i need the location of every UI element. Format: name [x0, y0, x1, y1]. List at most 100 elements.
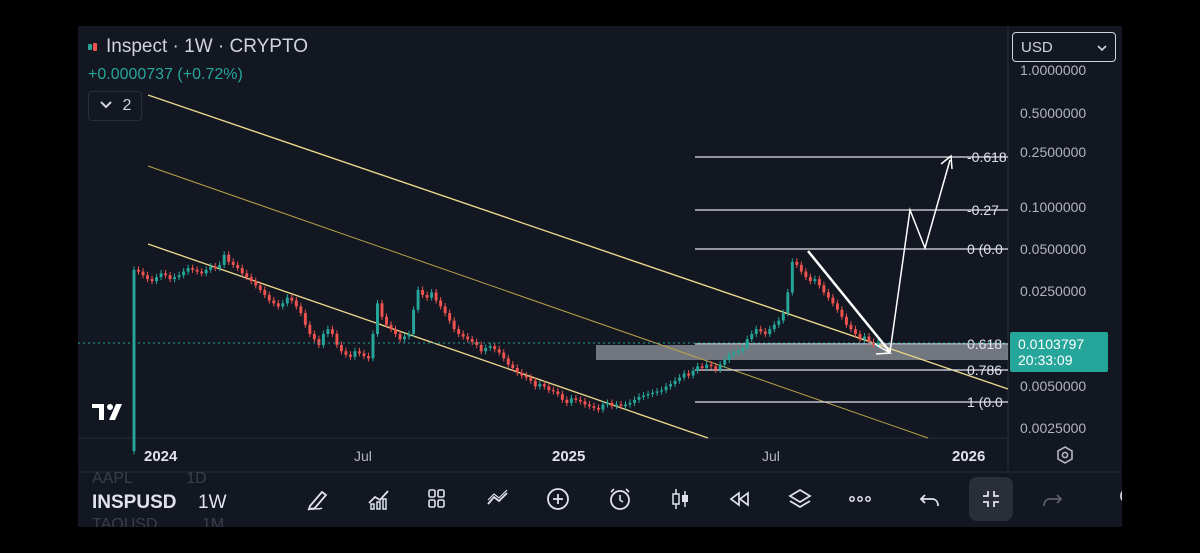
candle	[664, 386, 668, 391]
candle	[376, 303, 379, 334]
candle	[470, 339, 474, 342]
alert-button[interactable]	[598, 477, 642, 521]
currency-select[interactable]: USD	[1012, 32, 1116, 62]
candle	[371, 333, 375, 359]
price-tick: 0.0025000	[1020, 420, 1086, 436]
candle	[605, 402, 609, 405]
price-tick: 0.0050000	[1020, 378, 1086, 394]
candle	[533, 380, 537, 387]
candle	[808, 277, 812, 282]
redo-icon	[1043, 494, 1063, 507]
candle	[592, 406, 596, 408]
candle	[439, 300, 443, 307]
candle	[817, 279, 821, 286]
candle	[430, 292, 434, 298]
candle	[479, 344, 483, 352]
candle	[452, 320, 456, 330]
candle	[272, 300, 276, 304]
drawing-tools-button[interactable]	[296, 477, 340, 521]
candle	[858, 333, 862, 340]
arrow-head-icon	[874, 343, 893, 355]
candle	[294, 300, 298, 307]
candle	[357, 351, 361, 354]
projection-path[interactable]	[889, 159, 951, 353]
candle	[443, 306, 447, 314]
fib-label: 0.618	[967, 336, 1002, 352]
candle	[799, 264, 803, 272]
candle	[222, 254, 226, 265]
candle	[339, 344, 343, 352]
candle	[642, 395, 645, 397]
candle	[461, 333, 465, 337]
candle	[578, 399, 582, 402]
candle	[380, 303, 384, 317]
more-button[interactable]	[838, 477, 882, 521]
undo-button[interactable]	[908, 477, 952, 521]
symbol-name[interactable]: INSPUSD	[92, 492, 177, 513]
candle	[511, 364, 515, 369]
add-button[interactable]	[536, 477, 580, 521]
objects-tree-button[interactable]	[778, 477, 822, 521]
candle	[795, 261, 799, 265]
fullscreen-exit-button[interactable]	[969, 477, 1013, 521]
arrow-head-icon	[940, 154, 953, 170]
candle	[335, 333, 339, 345]
collapse-indicators-button[interactable]: 2	[88, 91, 142, 121]
symbol-title[interactable]: Inspect · 1W · CRYPTO	[88, 36, 308, 58]
candle	[348, 354, 352, 357]
chevron-down-icon	[99, 97, 113, 115]
currency-value: USD	[1021, 38, 1053, 56]
candle	[849, 324, 853, 330]
candle	[714, 366, 718, 370]
candle	[736, 351, 740, 353]
candle	[786, 292, 790, 314]
layout-button[interactable]	[416, 477, 460, 521]
candle	[493, 346, 497, 350]
candle	[651, 392, 655, 395]
grid-icon	[428, 489, 445, 508]
candle	[137, 269, 140, 272]
candle	[267, 294, 271, 301]
redo-button[interactable]	[1030, 477, 1074, 521]
fib-label: 0 (0.0	[967, 241, 1003, 257]
candle	[759, 329, 763, 332]
candle	[718, 364, 722, 370]
compare-icon	[487, 489, 508, 505]
candle	[367, 356, 370, 359]
chart-settings-icon[interactable]	[1057, 446, 1073, 464]
trendline-drawing[interactable]	[807, 250, 891, 353]
candle	[732, 352, 736, 355]
indicators-button[interactable]	[357, 477, 401, 521]
candle	[421, 290, 425, 295]
price-chart[interactable]: -0.618 -0.27 0 (0.0 0.618 0.786 1 (0.0 1…	[78, 26, 1122, 527]
more-icon	[849, 496, 871, 502]
candle	[628, 402, 632, 405]
candle	[633, 399, 636, 403]
candle	[416, 290, 420, 310]
candle	[551, 390, 555, 392]
time-label: 2025	[552, 448, 585, 465]
price-axis[interactable]: 1.0000000 0.5000000 0.2500000 0.1000000 …	[1020, 62, 1086, 436]
candle	[772, 324, 776, 330]
interval[interactable]: 1W	[198, 492, 227, 513]
candle	[750, 333, 754, 340]
candle	[227, 254, 231, 262]
candle	[362, 353, 366, 357]
ideas-button[interactable]	[1106, 477, 1122, 521]
candle	[660, 390, 664, 392]
candle	[524, 375, 528, 378]
candle	[610, 402, 614, 407]
candle	[312, 333, 316, 340]
candle	[353, 351, 357, 357]
chart-type-button[interactable]	[658, 477, 702, 521]
fib-retracement[interactable]: -0.618 -0.27 0 (0.0 0.618 0.786 1 (0.0	[695, 149, 1008, 410]
channel-lower-line	[147, 243, 709, 439]
replay-button[interactable]	[718, 477, 762, 521]
time-axis[interactable]: 2024 Jul 2025 Jul 2026	[144, 448, 985, 465]
candle	[574, 398, 578, 400]
candle	[299, 306, 303, 314]
candle	[831, 297, 835, 304]
candle	[285, 297, 289, 304]
candle	[412, 309, 416, 334]
compare-button[interactable]	[476, 477, 520, 521]
